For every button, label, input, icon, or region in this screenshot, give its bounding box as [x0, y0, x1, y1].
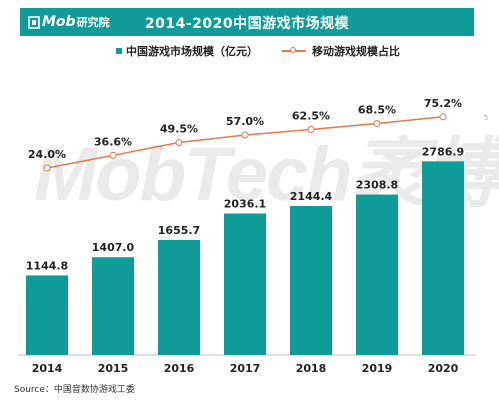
x-tick-2014: 2014 [32, 362, 63, 375]
share-point-2018 [307, 126, 315, 133]
x-tick-2020: 2020 [428, 362, 459, 375]
x-tick-2019: 2019 [362, 362, 393, 375]
share-label-2015: 36.6% [94, 135, 132, 148]
bar-label-2019: 2308.8 [356, 179, 398, 192]
legend-line-entry: 移动游戏规模占比 [282, 43, 400, 59]
share-label-2020: 75.2% [424, 97, 462, 110]
mob-logo-icon [28, 15, 40, 29]
bar-2017 [224, 213, 266, 355]
bar-2016 [158, 239, 200, 355]
bar-label-2014: 1144.8 [26, 259, 68, 272]
bar-label-2017: 2036.1 [224, 197, 266, 210]
share-point-2014 [43, 164, 51, 172]
legend-bar-swatch [116, 48, 122, 54]
bar-2015 [92, 257, 134, 355]
share-label-2017: 57.0% [226, 115, 264, 128]
share-label-2016: 49.5% [160, 123, 198, 136]
bar-label-2018: 2144.4 [290, 190, 333, 203]
bar-2019 [356, 194, 398, 355]
mob-logo: Mob 研究院 [28, 12, 110, 32]
legend: 中国游戏市场规模（亿元） 移动游戏规模占比 [0, 40, 499, 58]
bar-label-2020: 2786.9 [422, 145, 464, 158]
source-note: Source：中国音数协游戏工委 [14, 385, 135, 395]
share-label-2018: 62.5% [292, 110, 330, 123]
legend-line-label: 移动游戏规模占比 [312, 45, 400, 58]
share-point-2015 [109, 151, 117, 159]
share-point-2017 [241, 131, 249, 139]
page-number: 5 [484, 114, 489, 122]
share-point-2016 [175, 139, 183, 146]
legend-bar-entry: 中国游戏市场规模（亿元） [116, 43, 258, 59]
bar-label-2015: 1407.0 [92, 241, 135, 254]
bar-label-2016: 1655.7 [158, 224, 200, 237]
share-point-2019 [373, 120, 381, 127]
share-point-2020 [439, 113, 447, 121]
logo-text: Mob [42, 14, 76, 30]
share-label-2014: 24.0% [28, 148, 66, 161]
page-title: 2014-2020中国游戏市场规模 [144, 16, 350, 32]
bar-2018 [290, 205, 332, 355]
share-label-2019: 68.5% [358, 104, 396, 117]
x-tick-2017: 2017 [230, 362, 261, 375]
bar-2020 [422, 161, 464, 355]
title-bar: Mob 研究院 2014-2020中国游戏市场规模 [20, 8, 474, 36]
bar-2014 [26, 275, 68, 355]
x-tick-2015: 2015 [98, 362, 129, 375]
legend-bar-label: 中国游戏市场规模（亿元） [126, 45, 258, 58]
watermark: MobTech袤博 [34, 132, 499, 217]
logo-cn-text: 研究院 [76, 16, 110, 29]
x-tick-2018: 2018 [296, 362, 327, 375]
x-tick-2016: 2016 [164, 362, 195, 375]
legend-line-swatch [282, 47, 306, 53]
